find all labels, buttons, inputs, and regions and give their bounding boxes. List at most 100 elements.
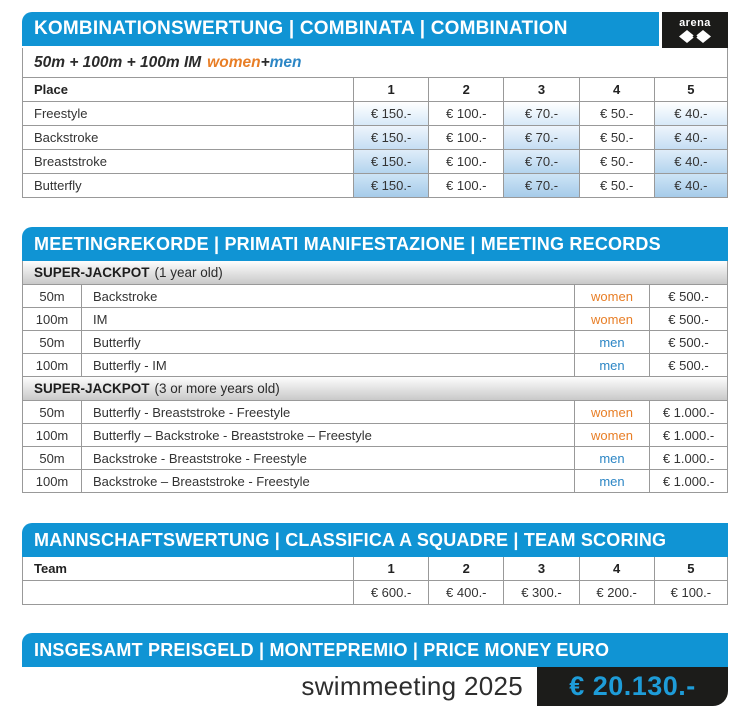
event-cell: Backstroke - Breaststroke - Freestyle (81, 447, 574, 469)
prize-cell: € 100.- (428, 174, 503, 197)
section-team-scoring: MANNSCHAFTSWERTUNG | CLASSIFICA A SQUADR… (22, 523, 728, 605)
amount-cell: € 1.000.- (649, 447, 727, 469)
prize-cell: € 100.- (428, 150, 503, 173)
jackpot-name: SUPER-JACKPOT (34, 265, 150, 280)
gender-cell: men (574, 331, 649, 353)
prize-cell: € 50.- (578, 150, 654, 173)
prize-cell: € 70.- (503, 174, 579, 197)
records-title: MEETINGREKORDE | PRIMATI MANIFESTAZIONE … (22, 227, 728, 261)
total-footer: swimmeeting 2025 € 20.130.- (22, 667, 728, 706)
amount-cell: € 500.- (649, 308, 727, 330)
prize-cell: € 200.- (578, 581, 654, 604)
gender-cell: women (574, 285, 649, 307)
prize-cell: € 150.- (353, 126, 429, 149)
total-title: INSGESAMT PREISGELD | MONTEPREMIO | PRIC… (22, 633, 728, 667)
combination-subtitle: 50m + 100m + 100m IM women + men (23, 48, 727, 78)
jackpot-name: SUPER-JACKPOT (34, 381, 150, 396)
subtitle-men: men (269, 53, 302, 71)
table-row: Breaststroke € 150.- € 100.- € 70.- € 50… (23, 150, 727, 174)
prize-cell: € 50.- (578, 102, 654, 125)
distance-cell: 100m (35, 473, 69, 489)
table-row: Backstroke € 150.- € 100.- € 70.- € 50.-… (23, 126, 727, 150)
record-row: 50m Backstroke - Breaststroke - Freestyl… (23, 447, 727, 470)
team-table: Team 1 2 3 4 5 € 600.- € 400.- € 300.- €… (22, 557, 728, 605)
team-header: Team 1 2 3 4 5 (23, 557, 727, 581)
records-table: SUPER-JACKPOT (1 year old) 50m Backstrok… (22, 261, 728, 493)
event-cell: Butterfly (81, 331, 574, 353)
prize-cell: € 50.- (578, 126, 654, 149)
col-header-place: Place (34, 82, 68, 97)
event-name: swimmeeting 2025 (301, 671, 523, 701)
team-values-row: € 600.- € 400.- € 300.- € 200.- € 100.- (23, 581, 727, 604)
section-total-prize: INSGESAMT PREISGELD | MONTEPREMIO | PRIC… (22, 633, 728, 706)
prize-cell: € 40.- (653, 126, 727, 149)
record-row: 100m Backstroke – Breaststroke - Freesty… (23, 470, 727, 492)
col-header-3: 3 (503, 557, 578, 580)
jackpot-qualifier: (1 year old) (154, 265, 223, 280)
amount-cell: € 1.000.- (649, 401, 727, 423)
record-row: 100m IM women € 500.- (23, 308, 727, 331)
gender-cell: men (574, 470, 649, 492)
event-cell: Backstroke (81, 285, 574, 307)
combination-header: Place 1 2 3 4 5 (23, 78, 727, 102)
combination-table: 50m + 100m + 100m IM women + men Place 1… (22, 48, 728, 198)
col-header-team: Team (34, 561, 67, 576)
gender-cell: men (574, 354, 649, 376)
gender-cell: women (574, 308, 649, 330)
amount-cell: € 500.- (649, 285, 727, 307)
team-title: MANNSCHAFTSWERTUNG | CLASSIFICA A SQUADR… (22, 523, 728, 557)
col-header-1: 1 (353, 78, 428, 101)
table-row: Butterfly € 150.- € 100.- € 70.- € 50.- … (23, 174, 727, 197)
subtitle-events: 50m + 100m + 100m IM (34, 53, 202, 71)
distance-cell: 50m (39, 450, 65, 466)
stroke-label: Butterfly (34, 178, 82, 193)
jackpot-qualifier: (3 or more years old) (154, 381, 280, 396)
col-header-2: 2 (428, 557, 503, 580)
prize-cell: € 600.- (353, 581, 428, 604)
jackpot-group-header: SUPER-JACKPOT (3 or more years old) (23, 377, 727, 401)
prize-cell: € 40.- (653, 102, 727, 125)
stroke-label: Backstroke (34, 130, 99, 145)
event-cell: Backstroke – Breaststroke - Freestyle (81, 470, 574, 492)
distance-cell: 100m (35, 311, 69, 327)
empty-cell (23, 581, 353, 604)
amount-cell: € 500.- (649, 331, 727, 353)
prize-cell: € 100.- (653, 581, 727, 604)
amount-cell: € 1.000.- (649, 424, 727, 446)
gender-cell: men (574, 447, 649, 469)
col-header-5: 5 (653, 557, 727, 580)
prize-cell: € 70.- (503, 126, 579, 149)
prize-cell: € 400.- (428, 581, 503, 604)
section-meeting-records: MEETINGREKORDE | PRIMATI MANIFESTAZIONE … (22, 227, 728, 493)
gender-cell: women (574, 401, 649, 423)
distance-cell: 50m (39, 334, 65, 350)
arena-logo: arena (662, 12, 728, 48)
event-cell: Butterfly - IM (81, 354, 574, 376)
prize-cell: € 150.- (353, 102, 429, 125)
prize-cell: € 100.- (428, 126, 503, 149)
prize-cell: € 300.- (503, 581, 578, 604)
event-cell: Butterfly - Breaststroke - Freestyle (81, 401, 574, 423)
amount-cell: € 500.- (649, 354, 727, 376)
section-combination: KOMBINATIONSWERTUNG | COMBINATA | COMBIN… (22, 12, 728, 198)
table-row: Freestyle € 150.- € 100.- € 70.- € 50.- … (23, 102, 727, 126)
event-cell: IM (81, 308, 574, 330)
distance-cell: 50m (39, 288, 65, 304)
subtitle-women: women (207, 53, 261, 71)
prize-cell: € 40.- (653, 174, 727, 197)
stroke-label: Freestyle (34, 106, 88, 121)
col-header-2: 2 (428, 78, 503, 101)
record-row: 50m Butterfly - Breaststroke - Freestyle… (23, 401, 727, 424)
prize-cell: € 150.- (353, 174, 429, 197)
prize-cell: € 50.- (578, 174, 654, 197)
col-header-4: 4 (578, 557, 654, 580)
prize-cell: € 150.- (353, 150, 429, 173)
col-header-3: 3 (503, 78, 578, 101)
record-row: 50m Butterfly men € 500.- (23, 331, 727, 354)
record-row: 100m Butterfly - IM men € 500.- (23, 354, 727, 377)
col-header-4: 4 (578, 78, 654, 101)
arena-mark-icon (679, 29, 711, 43)
col-header-1: 1 (353, 557, 428, 580)
combination-title: KOMBINATIONSWERTUNG | COMBINATA | COMBIN… (22, 12, 659, 46)
